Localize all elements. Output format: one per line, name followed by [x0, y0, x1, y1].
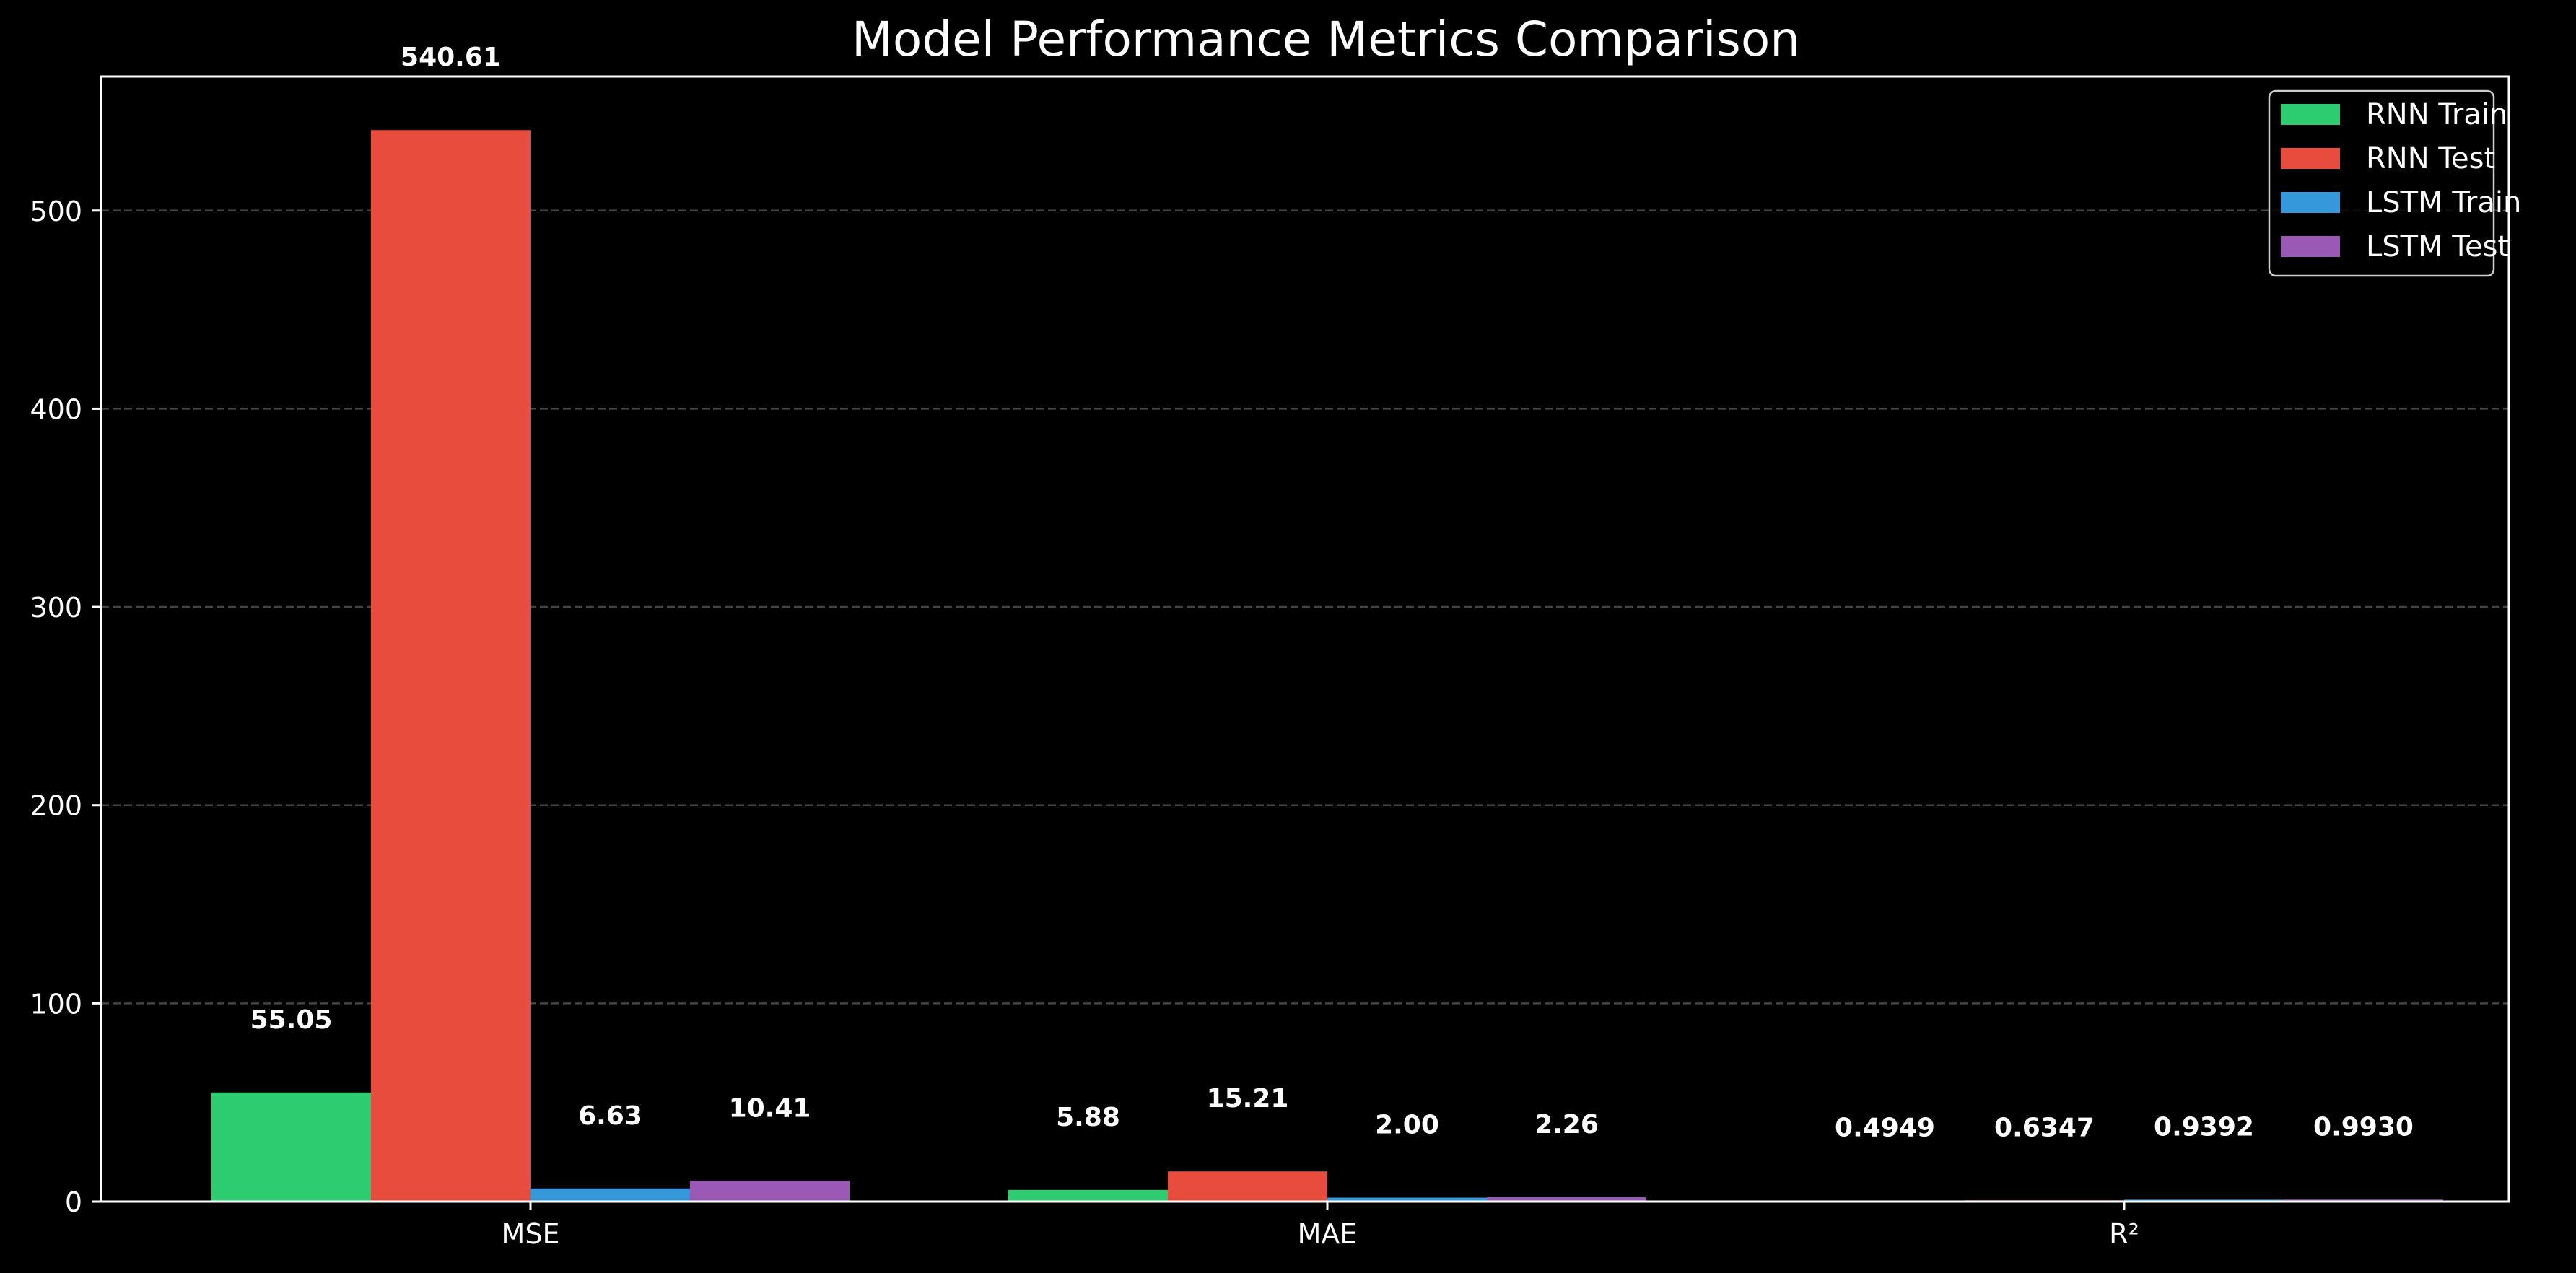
- y-tick-label: 0: [65, 1186, 82, 1218]
- legend-swatch: [2281, 236, 2340, 257]
- value-label: 0.4949: [1835, 1114, 1935, 1143]
- bar-rnn-train: [211, 1092, 371, 1202]
- value-label: 6.63: [578, 1101, 642, 1131]
- bar-rnn-test: [371, 130, 531, 1202]
- grid-lines: [101, 209, 2509, 1005]
- legend-label: RNN Train: [2366, 98, 2507, 131]
- bar-lstm-test: [690, 1181, 850, 1202]
- bar-lstm-test: [1487, 1197, 1646, 1202]
- value-label: 10.41: [729, 1093, 811, 1123]
- x-tick-label: R²: [2109, 1218, 2139, 1250]
- value-label: 2.26: [1534, 1110, 1599, 1139]
- bar-rnn-train: [1008, 1189, 1168, 1202]
- value-label: 2.00: [1375, 1111, 1439, 1140]
- y-tick-label: 500: [30, 196, 82, 227]
- x-tick-label: MSE: [502, 1218, 560, 1250]
- legend-label: RNN Test: [2366, 142, 2495, 175]
- y-tick-label: 100: [30, 988, 82, 1020]
- bar-lstm-train: [531, 1188, 690, 1202]
- value-label: 5.88: [1056, 1103, 1120, 1132]
- legend: RNN Train RNN Test LSTM Train LSTM Test: [2268, 89, 2521, 277]
- y-tick-label: 200: [30, 790, 82, 822]
- legend-label: LSTM Train: [2366, 186, 2521, 219]
- axes-frame: [100, 75, 2510, 1203]
- bars: [211, 130, 2443, 1202]
- legend-swatch: [2281, 148, 2340, 169]
- legend-box: [2268, 89, 2495, 277]
- chart-title: Model Performance Metrics Comparison: [852, 12, 1800, 67]
- legend-swatch: [2281, 192, 2340, 213]
- y-tick-label: 300: [30, 592, 82, 624]
- legend-label: LSTM Test: [2366, 230, 2509, 263]
- bar-lstm-train: [1327, 1197, 1487, 1202]
- x-axis: MSE MAE R²: [502, 1202, 2139, 1250]
- legend-swatch: [2281, 104, 2340, 125]
- bar-rnn-test: [1168, 1171, 1327, 1202]
- value-label: 55.05: [250, 1005, 333, 1035]
- value-label: 0.6347: [1994, 1113, 2095, 1142]
- value-label: 540.61: [401, 43, 501, 72]
- x-tick-label: MAE: [1298, 1218, 1358, 1250]
- value-labels: 55.05 5.88 0.4949 540.61 15.21 0.6347 6.63 2.00…: [250, 43, 2414, 1142]
- y-tick-label: 400: [30, 393, 82, 425]
- value-label: 0.9930: [2313, 1112, 2414, 1142]
- value-label: 0.9392: [2154, 1112, 2254, 1142]
- value-label: 15.21: [1207, 1084, 1289, 1114]
- y-axis: 0 100 200 300 400 500: [30, 196, 101, 1218]
